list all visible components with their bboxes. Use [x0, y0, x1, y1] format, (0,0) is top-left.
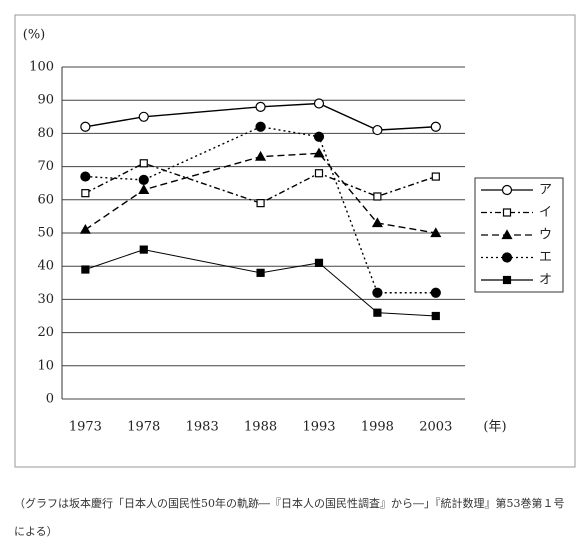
marker [80, 121, 91, 132]
marker [501, 252, 513, 263]
x-tick-label: 2003 [419, 420, 452, 435]
marker [372, 287, 383, 298]
marker [501, 184, 513, 196]
marker [255, 150, 267, 161]
y-tick-label: 10 [37, 358, 54, 373]
x-tick-label: 1998 [361, 420, 394, 435]
y-axis-label: (%) [23, 28, 46, 43]
chart: (%) (年) 0 10 20 30 40 50 60 70 80 90 100 1973 1978 19… [14, 14, 576, 468]
marker [430, 227, 442, 238]
legend-label: イ [539, 205, 552, 220]
x-tick-label: 1988 [244, 420, 277, 435]
marker [502, 275, 512, 285]
marker [373, 192, 382, 201]
marker [313, 98, 325, 109]
marker [255, 121, 266, 132]
series-line [85, 126, 436, 294]
marker [80, 171, 91, 182]
marker [502, 208, 512, 217]
y-tick-label: 40 [37, 259, 54, 274]
marker [430, 121, 441, 132]
marker [138, 184, 150, 194]
y-tick-label: 70 [37, 159, 54, 174]
marker [431, 311, 440, 321]
marker [139, 159, 148, 168]
marker [431, 172, 440, 181]
legend-label: エ [539, 250, 552, 265]
x-tick-label: 1978 [127, 420, 160, 435]
y-tick-label: 20 [37, 325, 54, 340]
y-tick-label: 50 [37, 226, 54, 241]
x-tick-label: 1983 [186, 420, 219, 435]
marker [371, 217, 383, 228]
marker [81, 265, 90, 274]
marker [138, 174, 149, 185]
series-line [85, 249, 436, 317]
marker [138, 111, 149, 122]
marker [256, 199, 265, 208]
series-line [84, 152, 436, 234]
frame [14, 14, 576, 468]
marker [372, 124, 383, 136]
marker [430, 287, 441, 298]
y-tick-label: 90 [37, 93, 54, 108]
y-tick-label: 80 [37, 126, 54, 141]
x-axis-label: (年) [483, 420, 506, 435]
marker [501, 229, 513, 240]
legend-label: ウ [539, 228, 552, 243]
marker [256, 268, 265, 277]
y-tick-label: 100 [29, 60, 54, 75]
marker [313, 147, 325, 158]
marker [314, 258, 324, 267]
source-note: （グラフは坂本慶行「日本人の国民性50年の軌跡―『日本人の国民性調査』から―」『… [14, 497, 565, 538]
series-line [85, 162, 437, 204]
marker [79, 223, 91, 234]
legend-label: オ [539, 273, 552, 288]
series-line [85, 102, 436, 131]
marker [139, 245, 148, 254]
marker [313, 131, 325, 142]
x-tick-label: 1993 [302, 420, 335, 435]
marker [373, 308, 382, 317]
y-tick-label: 60 [37, 192, 54, 207]
y-tick-label: 30 [37, 292, 54, 307]
y-tick-label: 0 [46, 392, 54, 407]
x-tick-label: 1973 [69, 420, 102, 435]
legend-label: ア [539, 183, 552, 198]
marker [314, 169, 324, 178]
marker [255, 101, 266, 112]
marker [81, 189, 90, 198]
